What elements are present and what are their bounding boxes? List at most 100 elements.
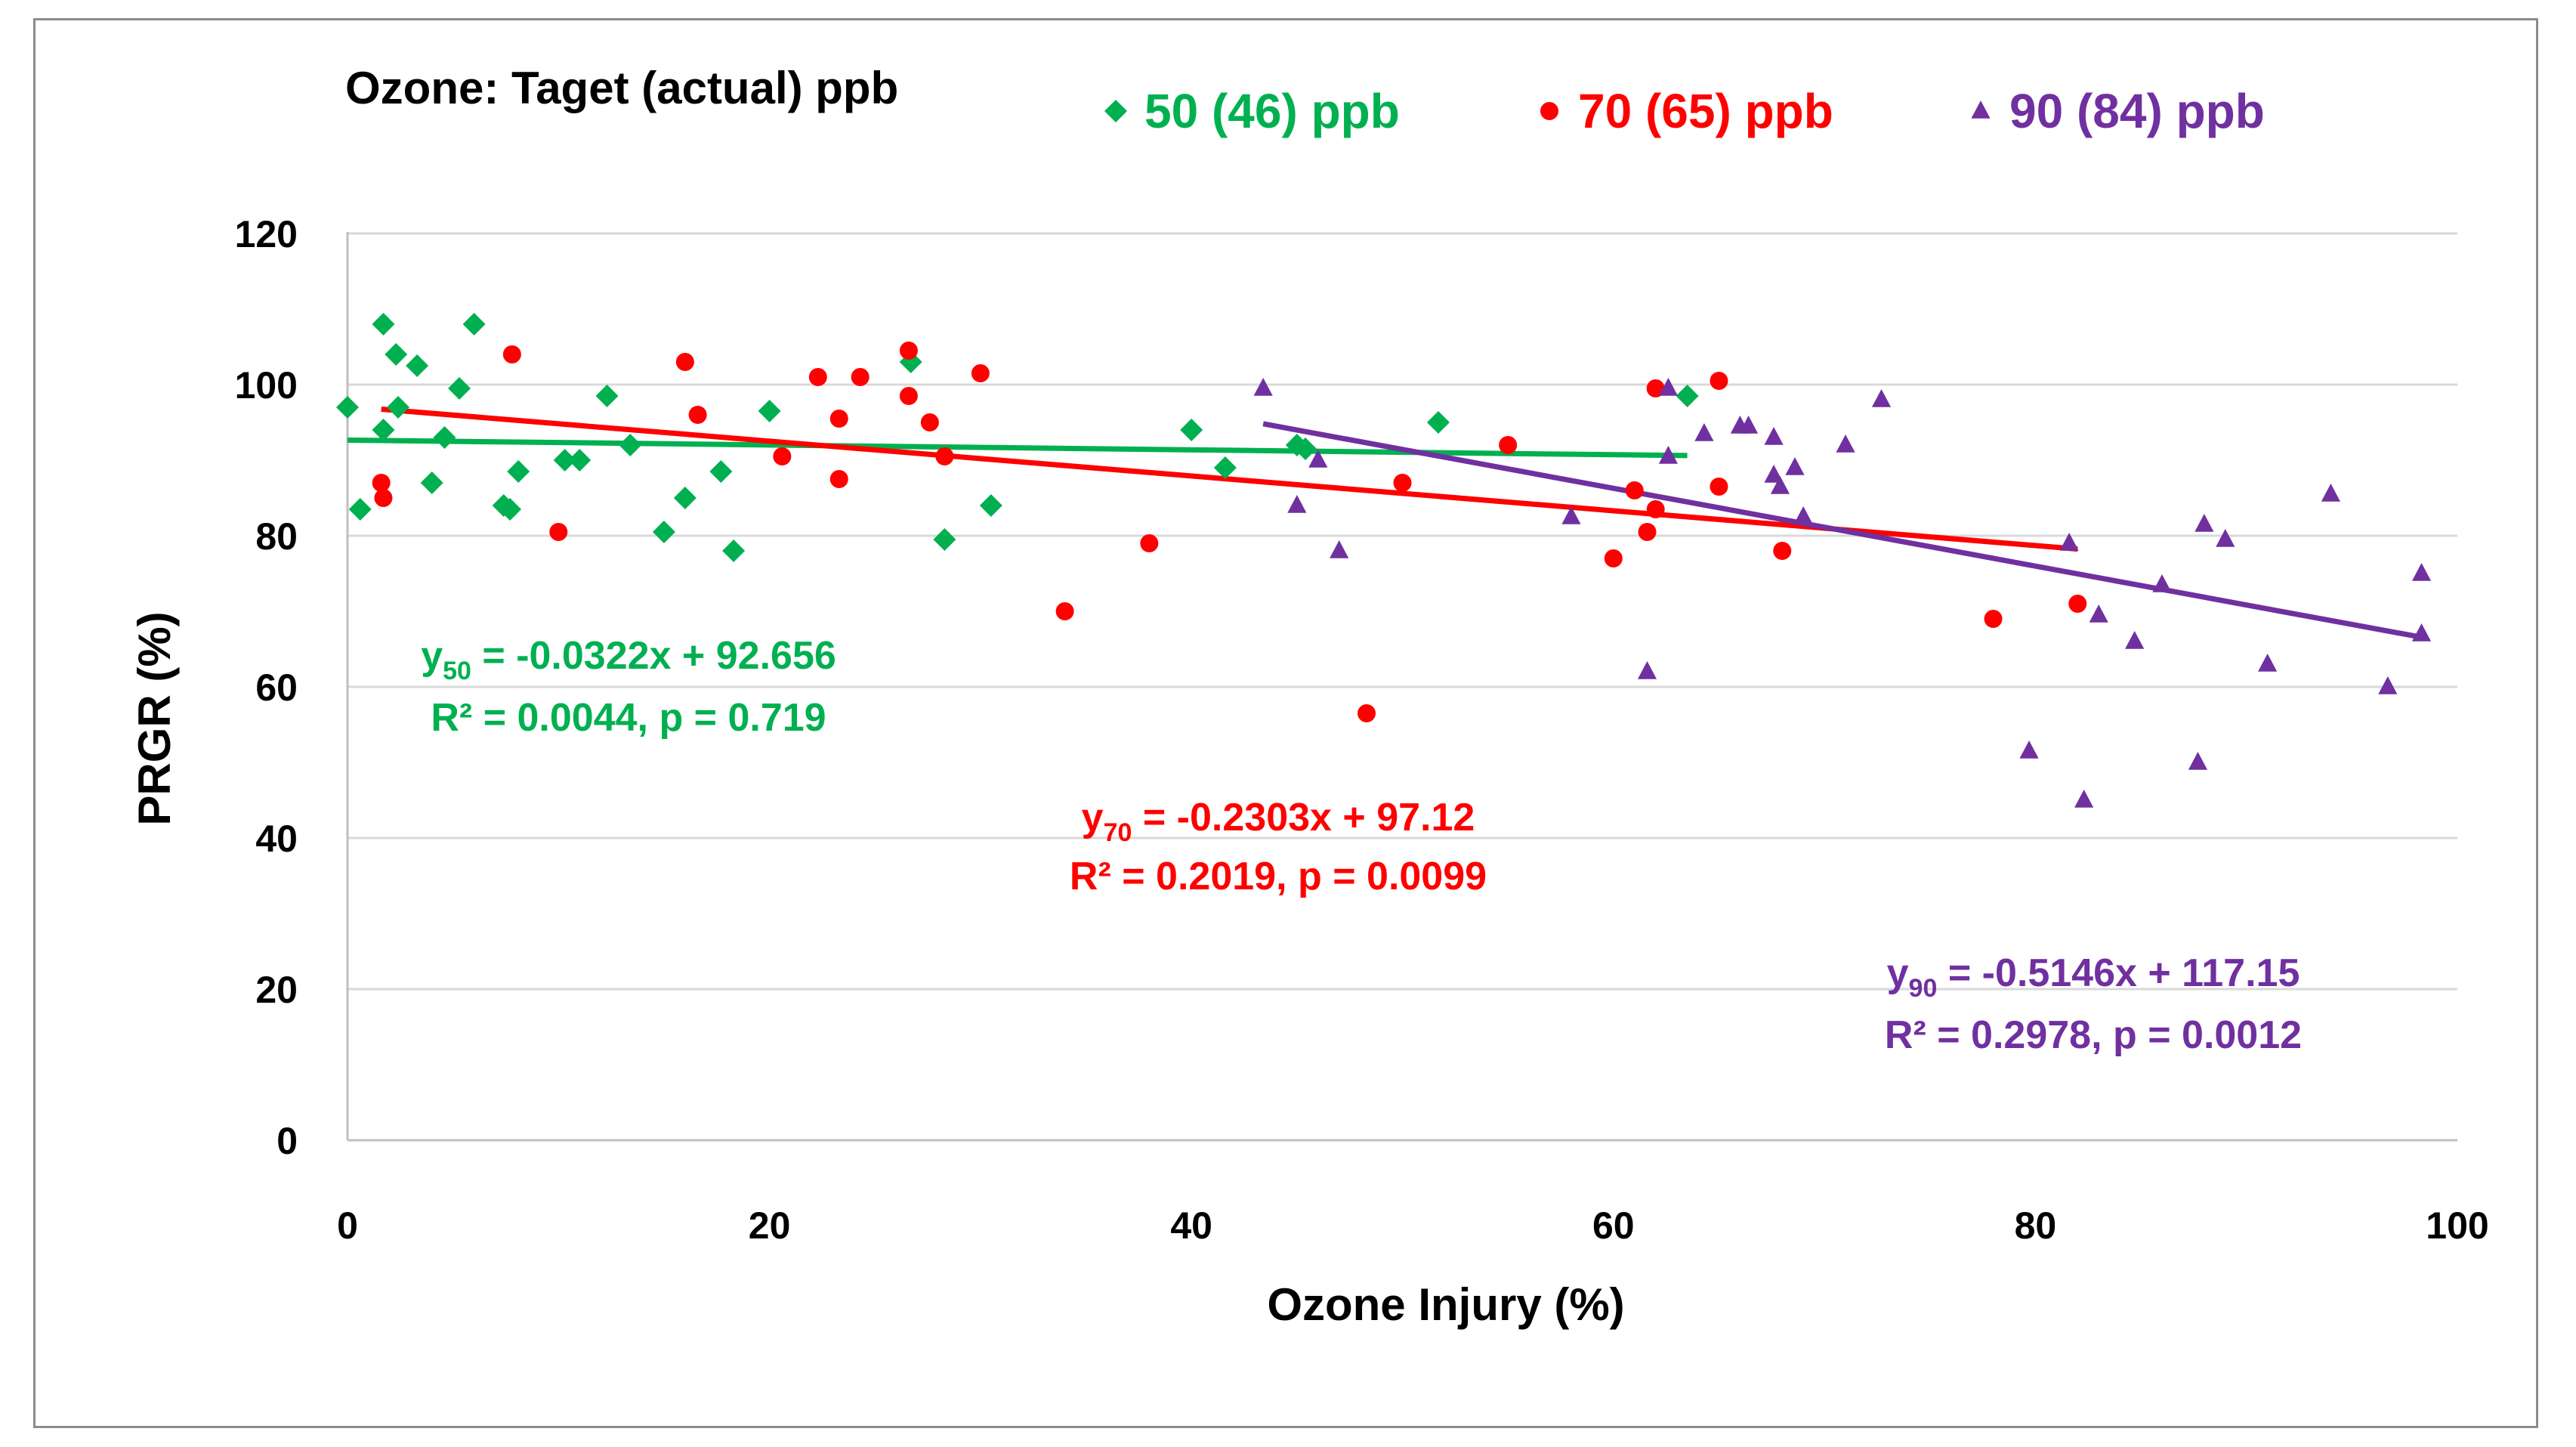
data-point <box>448 377 471 400</box>
data-point <box>372 419 395 441</box>
data-point <box>808 368 827 386</box>
data-point <box>462 313 486 335</box>
gridlines <box>347 232 2457 991</box>
data-point <box>2188 752 2208 770</box>
legend: Ozone: Taget (actual) ppb 50 (46) ppb 70 … <box>345 63 2265 138</box>
scatter-chart: 0 20 40 60 80 100 120 0 20 40 60 80 100 Ozone Injury… <box>129 63 2489 1330</box>
regression-stats: R² = 0.2978, p = 0.0012 <box>1885 1013 2302 1057</box>
data-point <box>1604 549 1623 567</box>
data-point <box>1253 378 1273 396</box>
data-point <box>673 487 697 509</box>
data-point <box>675 353 694 371</box>
data-point <box>385 343 408 366</box>
data-point <box>1357 704 1376 722</box>
data-point <box>2074 790 2094 808</box>
data-point <box>372 313 395 335</box>
legend-title: Ozone: Taget (actual) ppb <box>345 63 898 113</box>
data-point <box>1694 423 1714 441</box>
data-point <box>406 354 429 377</box>
data-point <box>420 472 443 494</box>
regression-equation: y90 = -0.5146x + 117.15 <box>1887 951 2300 1003</box>
legend-marker <box>1971 100 1991 119</box>
data-point <box>2411 623 2432 642</box>
data-point <box>433 426 456 449</box>
y-tick-label: 20 <box>255 969 298 1011</box>
data-point <box>502 345 521 363</box>
trendline <box>381 406 2078 552</box>
data-point <box>336 396 359 419</box>
data-point <box>2019 741 2039 759</box>
data-point <box>348 498 372 521</box>
trendlines <box>347 406 2423 640</box>
chart-frame: 0 20 40 60 80 100 120 0 20 40 60 80 100 Ozone Injury… <box>33 18 2538 1428</box>
data-point <box>1710 478 1728 496</box>
data-point <box>1710 372 1728 390</box>
regression-equation: y50 = -0.0322x + 92.656 <box>421 634 836 685</box>
data-point <box>971 364 990 382</box>
data-point <box>979 494 1002 517</box>
data-point <box>1308 450 1328 468</box>
data-point <box>619 434 642 456</box>
y-tick-label: 100 <box>235 364 298 407</box>
trendline <box>347 437 1688 459</box>
data-point <box>1625 481 1644 499</box>
data-point <box>920 413 939 431</box>
data-point <box>1055 602 1074 620</box>
data-point <box>935 447 954 465</box>
data-point <box>1793 506 1813 524</box>
data-point <box>1871 389 1892 407</box>
data-point <box>2068 595 2087 613</box>
data-point <box>2195 514 2214 532</box>
data-point <box>1561 506 1581 524</box>
data-points <box>336 313 2432 808</box>
data-point <box>688 406 707 424</box>
data-point <box>773 447 792 465</box>
data-point <box>372 474 391 492</box>
data-point <box>1676 385 1699 407</box>
data-point <box>829 410 848 428</box>
x-tick-label: 80 <box>2015 1204 2057 1247</box>
data-point <box>1140 534 1159 552</box>
data-point <box>1287 495 1307 513</box>
data-point <box>595 385 619 407</box>
data-point <box>2216 529 2235 547</box>
data-point <box>1426 411 1450 434</box>
data-point <box>1499 436 1518 454</box>
data-point <box>1764 427 1784 445</box>
regression-stats: R² = 0.2019, p = 0.0099 <box>1070 855 1487 898</box>
x-tick-label: 40 <box>1170 1204 1212 1247</box>
data-point <box>1984 610 2003 628</box>
data-point <box>829 470 848 488</box>
data-point <box>1658 446 1679 464</box>
x-tick-label: 0 <box>337 1204 358 1247</box>
regression-stats: R² = 0.0044, p = 0.719 <box>431 696 826 740</box>
data-point <box>1770 476 1790 494</box>
data-point <box>1738 416 1759 434</box>
data-point <box>899 387 918 405</box>
data-point <box>899 342 918 360</box>
x-tick-label: 60 <box>1592 1204 1635 1247</box>
data-point <box>553 449 576 472</box>
data-point <box>709 460 733 483</box>
data-point <box>2321 484 2341 502</box>
data-point <box>1638 523 1657 541</box>
data-point <box>2089 604 2108 623</box>
data-point <box>374 489 393 507</box>
data-point <box>2059 533 2079 551</box>
y-tick-label: 40 <box>255 818 298 860</box>
x-tick-label: 100 <box>2426 1204 2488 1247</box>
y-tick-label: 0 <box>276 1120 298 1162</box>
y-axis-title: PRGR (%) <box>129 611 180 825</box>
data-point <box>2411 563 2432 581</box>
data-point <box>758 400 781 422</box>
data-point <box>933 528 956 551</box>
x-axis-title: Ozone Injury (%) <box>1267 1279 1624 1330</box>
legend-label: 90 (84) ppb <box>2009 84 2265 138</box>
regression-equation: y70 = -0.2303x + 97.12 <box>1082 796 1475 847</box>
legend-label: 50 (46) ppb <box>1144 84 1400 138</box>
legend-marker <box>1104 100 1127 122</box>
data-point <box>549 523 568 541</box>
data-point <box>1330 540 1349 558</box>
data-point <box>1773 542 1792 560</box>
y-tick-label: 120 <box>235 213 298 255</box>
